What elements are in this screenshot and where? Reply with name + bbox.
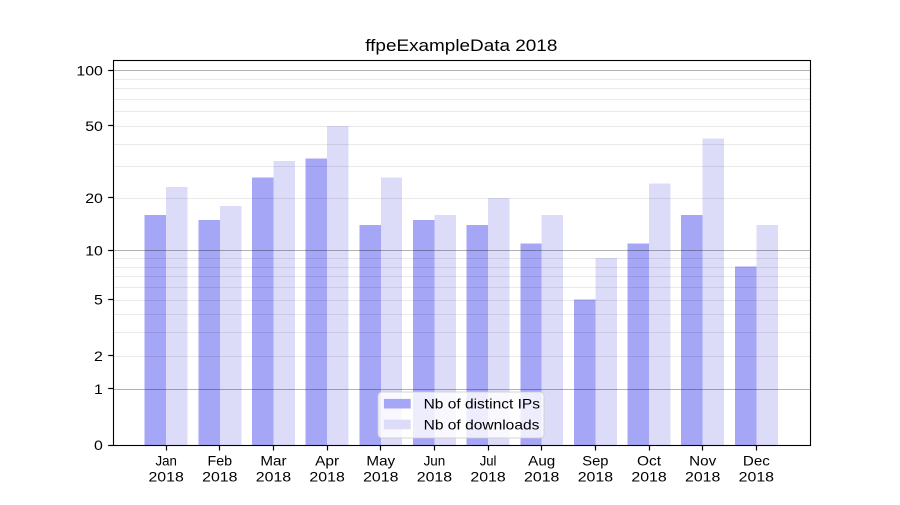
svg-text:10: 10 xyxy=(85,243,103,258)
svg-text:100: 100 xyxy=(76,63,103,78)
svg-text:2018: 2018 xyxy=(470,470,505,485)
svg-text:May: May xyxy=(366,454,395,469)
svg-text:Nb of downloads: Nb of downloads xyxy=(424,418,540,433)
svg-text:2018: 2018 xyxy=(578,470,613,485)
svg-text:Jun: Jun xyxy=(424,454,446,469)
svg-text:Feb: Feb xyxy=(208,454,233,469)
svg-text:2018: 2018 xyxy=(202,470,237,485)
svg-text:Jan: Jan xyxy=(155,454,176,469)
svg-text:Sep: Sep xyxy=(582,454,608,469)
svg-text:Oct: Oct xyxy=(637,454,661,469)
svg-text:2018: 2018 xyxy=(363,470,398,485)
svg-text:2018: 2018 xyxy=(685,470,720,485)
svg-text:ffpeExampleData 2018: ffpeExampleData 2018 xyxy=(365,36,557,55)
svg-text:2018: 2018 xyxy=(631,470,666,485)
svg-text:2018: 2018 xyxy=(417,470,452,485)
svg-text:1: 1 xyxy=(94,382,103,397)
svg-text:2018: 2018 xyxy=(739,470,774,485)
svg-text:2018: 2018 xyxy=(309,470,344,485)
svg-text:Apr: Apr xyxy=(315,454,340,469)
svg-text:Nov: Nov xyxy=(689,454,716,469)
svg-text:Aug: Aug xyxy=(528,454,555,469)
svg-text:2: 2 xyxy=(94,349,103,364)
svg-text:Jul: Jul xyxy=(480,454,497,469)
svg-text:Mar: Mar xyxy=(260,454,287,469)
svg-text:2018: 2018 xyxy=(148,470,183,485)
svg-text:20: 20 xyxy=(85,191,103,206)
svg-text:Dec: Dec xyxy=(743,454,770,469)
svg-text:5: 5 xyxy=(94,293,103,308)
svg-text:2018: 2018 xyxy=(256,470,291,485)
svg-text:Nb of distinct IPs: Nb of distinct IPs xyxy=(424,397,541,412)
svg-text:50: 50 xyxy=(85,119,103,134)
svg-text:0: 0 xyxy=(94,438,103,453)
svg-text:2018: 2018 xyxy=(524,470,559,485)
